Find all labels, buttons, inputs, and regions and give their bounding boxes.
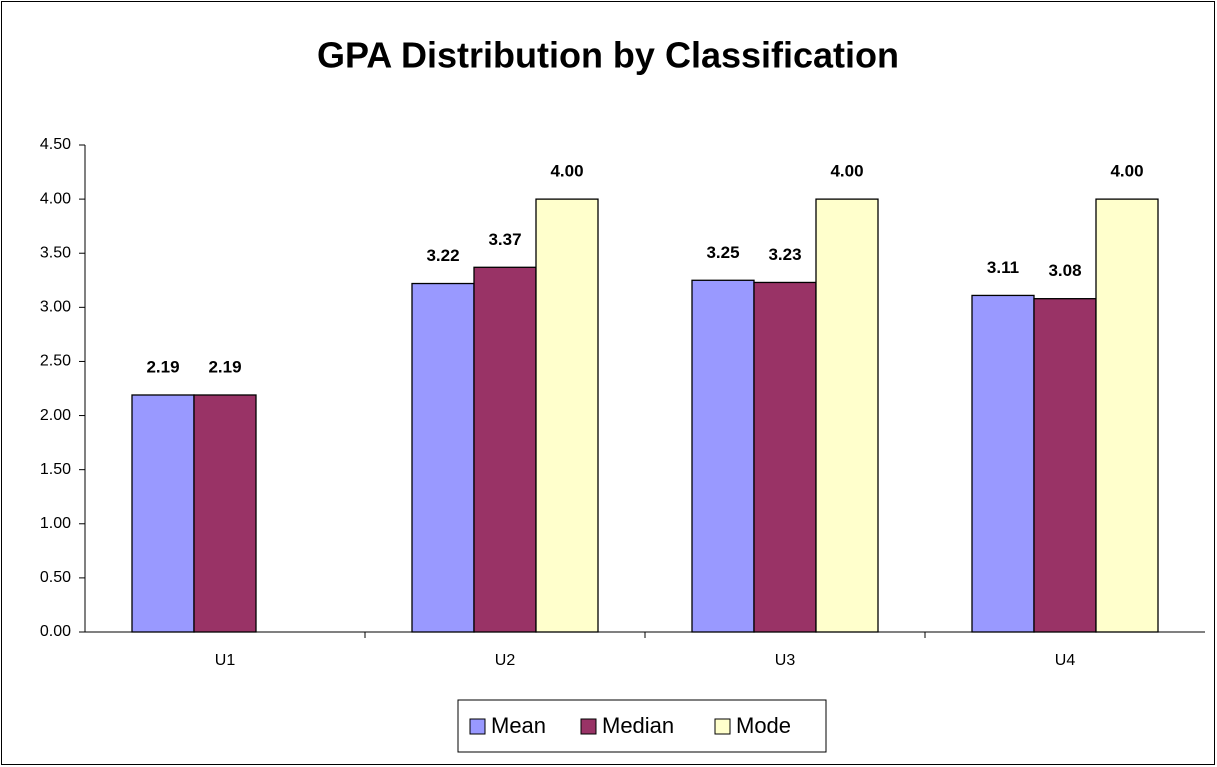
x-tick-label: U3 xyxy=(775,652,796,669)
bar xyxy=(193,394,257,633)
legend-label: Mode xyxy=(736,713,791,738)
x-tick-label: U2 xyxy=(495,652,516,669)
data-label: 3.08 xyxy=(1048,261,1081,280)
y-tick-label: 2.50 xyxy=(40,353,71,370)
data-label: 3.23 xyxy=(768,245,801,264)
legend-label: Median xyxy=(602,713,674,738)
data-label: 4.00 xyxy=(1110,162,1143,181)
data-label: 3.11 xyxy=(987,258,1019,277)
data-label: 2.19 xyxy=(146,357,179,376)
bar xyxy=(691,279,755,633)
y-tick-label: 1.00 xyxy=(40,515,71,532)
legend-swatch xyxy=(469,718,486,735)
data-label: 3.37 xyxy=(488,230,521,249)
y-tick-label: 0.50 xyxy=(40,569,71,586)
bar xyxy=(1033,298,1097,633)
legend-box xyxy=(457,699,827,753)
legend-label: Mean xyxy=(491,713,546,738)
y-tick-label: 4.50 xyxy=(40,136,71,153)
legend-swatch xyxy=(580,718,597,735)
chart-title: GPA Distribution by Classification xyxy=(317,35,899,76)
bar xyxy=(815,198,879,633)
y-tick-label: 3.50 xyxy=(40,244,71,261)
data-label: 3.22 xyxy=(426,246,459,265)
bar xyxy=(971,294,1035,633)
x-tick-label: U1 xyxy=(215,652,236,669)
legend-swatch xyxy=(714,718,731,735)
bar xyxy=(1095,198,1159,633)
bar xyxy=(535,198,599,633)
y-tick-label: 3.00 xyxy=(40,299,71,316)
y-tick-label: 4.00 xyxy=(40,190,71,207)
data-label: 2.19 xyxy=(208,357,241,376)
y-tick-label: 0.00 xyxy=(40,623,71,640)
y-tick-label: 2.00 xyxy=(40,407,71,424)
bar xyxy=(753,281,817,633)
x-tick-label: U4 xyxy=(1055,652,1076,669)
data-label: 3.25 xyxy=(706,243,739,262)
y-tick-label: 1.50 xyxy=(40,461,71,478)
data-label: 4.00 xyxy=(550,162,583,181)
bar xyxy=(411,282,475,633)
bar xyxy=(131,394,195,633)
bar xyxy=(473,266,537,633)
data-label: 4.00 xyxy=(830,162,863,181)
